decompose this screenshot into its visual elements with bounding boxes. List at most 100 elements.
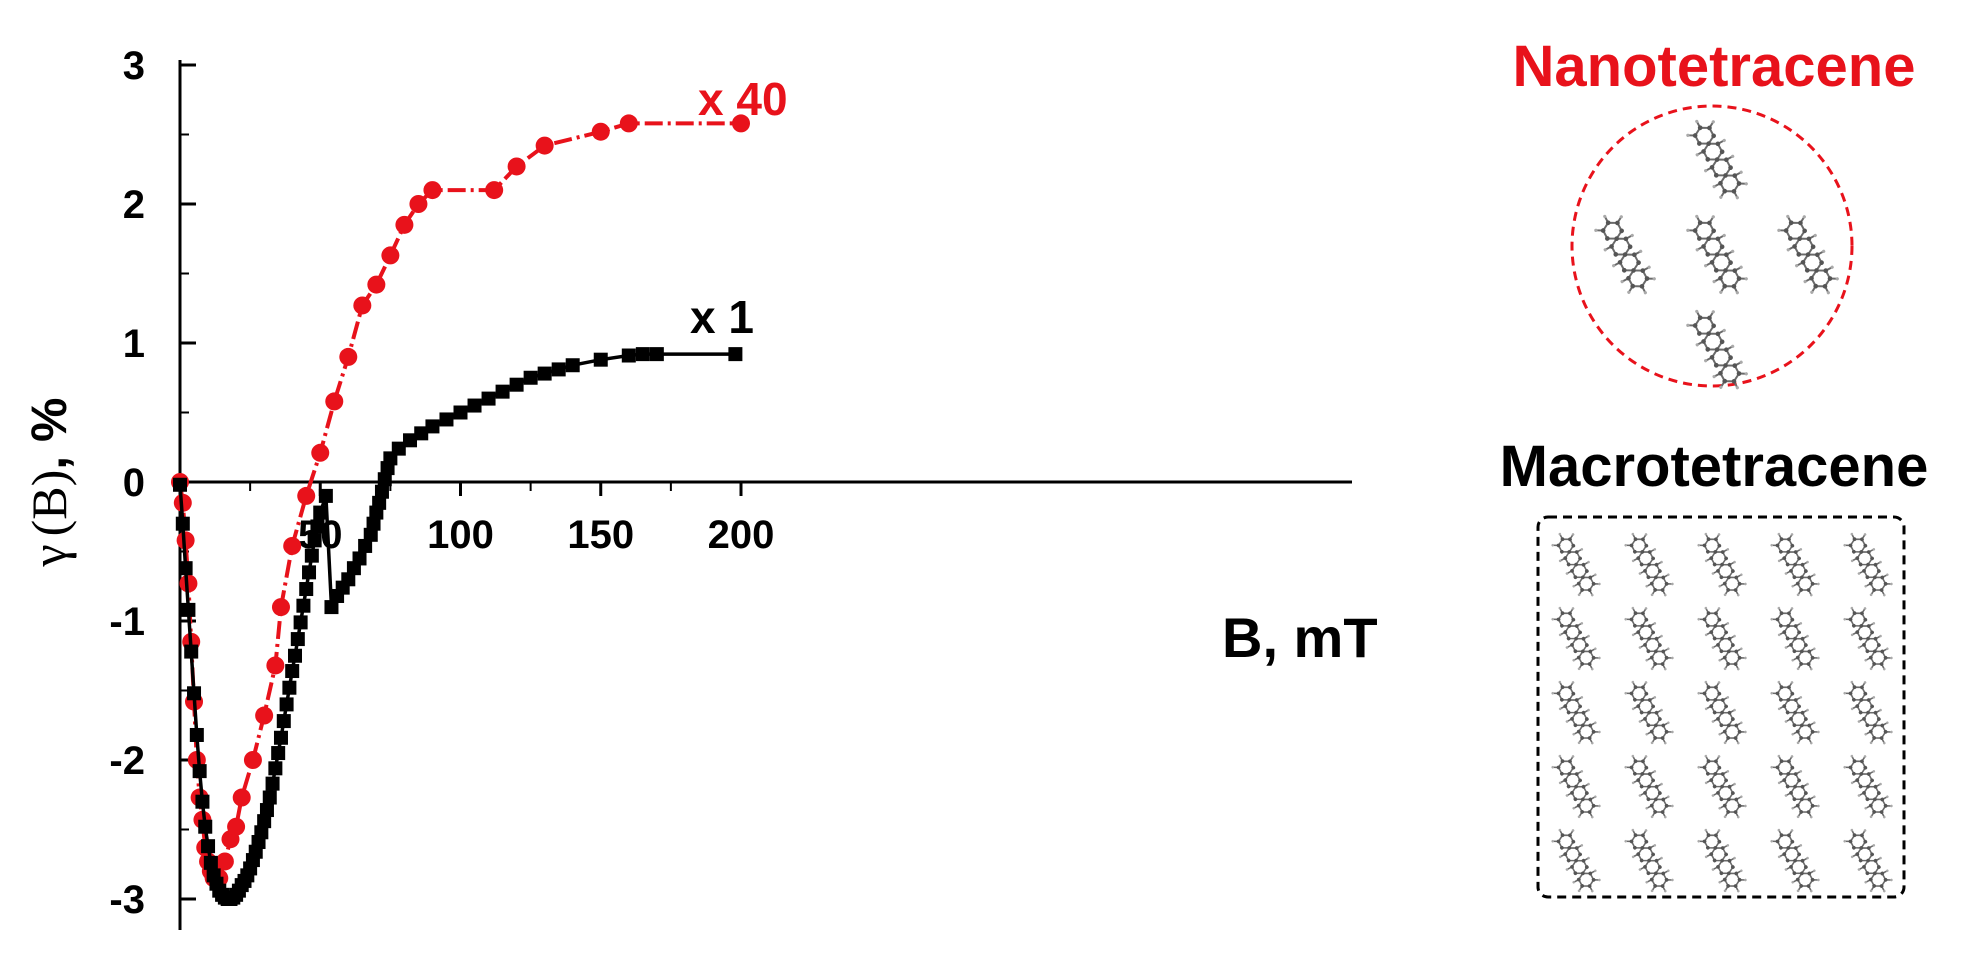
y-tick-label: 1	[123, 322, 145, 366]
plot-area: -3-2-1012350100150200	[109, 44, 1352, 930]
data-point-macrotetracene	[203, 855, 218, 870]
data-point-macrotetracene	[439, 412, 454, 427]
data-point-nanotetracene	[271, 598, 290, 617]
data-point-macrotetracene	[268, 761, 283, 776]
data-point-nanotetracene	[179, 574, 198, 593]
data-point-macrotetracene	[391, 441, 406, 456]
data-point-nanotetracene	[409, 195, 428, 213]
data-point-macrotetracene	[192, 764, 207, 779]
data-point-macrotetracene	[425, 419, 440, 434]
series-annotation-macro: x 1	[690, 291, 754, 343]
data-point-nanotetracene	[266, 656, 285, 675]
tetracene-molecule-icon	[1546, 599, 1606, 678]
y-axis-title-variable: (B)	[21, 470, 77, 537]
data-point-macrotetracene	[181, 602, 196, 617]
svg-text:γ(B), %: γ (B), %	[21, 397, 77, 567]
data-point-macrotetracene	[377, 472, 392, 487]
data-point-macrotetracene	[293, 615, 308, 630]
data-point-macrotetracene	[403, 433, 418, 448]
tetracene-molecule-icon	[1838, 673, 1898, 752]
data-point-macrotetracene	[414, 426, 429, 441]
data-point-macrotetracene	[467, 398, 482, 413]
data-point-macrotetracene	[372, 495, 387, 510]
series-annotation-nano: x 40	[698, 73, 788, 125]
data-point-macrotetracene	[363, 527, 378, 542]
tetracene-molecule-icon	[1619, 821, 1679, 900]
data-point-macrotetracene	[290, 632, 305, 647]
data-point-nanotetracene	[325, 392, 344, 411]
data-point-nanotetracene	[297, 486, 316, 505]
data-point-macrotetracene	[366, 516, 381, 531]
y-tick-label: 3	[123, 44, 145, 88]
data-point-nanotetracene	[283, 536, 302, 555]
data-point-nanotetracene	[381, 246, 400, 265]
y-tick-label: -2	[109, 739, 145, 783]
data-point-macrotetracene	[285, 664, 300, 679]
data-point-nanotetracene	[591, 122, 610, 141]
data-point-macrotetracene	[341, 572, 356, 587]
tetracene-molecule-icon	[1619, 599, 1679, 678]
x-tick-label: 100	[427, 513, 494, 557]
axes	[178, 60, 1352, 930]
tetracene-molecule-icon	[1765, 525, 1825, 604]
data-point-macrotetracene	[649, 347, 664, 362]
data-point-macrotetracene	[635, 347, 650, 362]
x-tick-label: 200	[708, 513, 775, 557]
tetracene-molecule-icon	[1546, 673, 1606, 752]
data-point-nanotetracene	[232, 788, 251, 807]
tetracene-molecule-icon	[1692, 747, 1752, 826]
data-point-macrotetracene	[265, 776, 280, 791]
tetracene-molecule-icon	[1692, 525, 1752, 604]
data-point-macrotetracene	[296, 598, 311, 613]
data-point-macrotetracene	[551, 362, 566, 377]
tetracene-molecule-icon	[1771, 206, 1846, 304]
data-point-macrotetracene	[198, 819, 213, 834]
series-layer	[171, 114, 750, 906]
data-point-macrotetracene	[187, 686, 202, 701]
y-tick-label: 0	[123, 461, 145, 505]
y-tick-label: -3	[109, 878, 145, 922]
data-point-macrotetracene	[184, 644, 199, 659]
data-point-macrotetracene	[288, 648, 303, 663]
data-point-nanotetracene	[255, 706, 274, 725]
data-point-macrotetracene	[201, 839, 216, 854]
tetracene-molecule-icon	[1692, 821, 1752, 900]
data-point-macrotetracene	[537, 366, 552, 381]
data-point-macrotetracene	[189, 727, 204, 742]
data-point-macrotetracene	[374, 484, 389, 499]
tetracene-molecule-icon	[1838, 599, 1898, 678]
data-point-macrotetracene	[565, 358, 580, 373]
series-line-nanotetracene	[178, 121, 741, 881]
tetracene-molecule-icon	[1680, 206, 1755, 304]
data-point-nanotetracene	[353, 296, 372, 315]
tetracene-molecule-icon	[1765, 673, 1825, 752]
tetracene-molecule-icon	[1765, 599, 1825, 678]
data-point-macrotetracene	[271, 746, 286, 761]
y-tick-label: 2	[123, 183, 145, 227]
tetracene-molecule-icon	[1838, 821, 1898, 900]
data-point-macrotetracene	[621, 348, 636, 363]
data-point-macrotetracene	[262, 790, 277, 805]
macrotetracene-panel: Macrotetracene	[1500, 434, 1928, 900]
tetracene-molecule-icon	[1546, 821, 1606, 900]
y-axis-title-unit: , %	[21, 397, 77, 469]
y-axis-title: γ (B), %	[21, 397, 77, 567]
data-point-macrotetracene	[195, 794, 210, 809]
data-point-macrotetracene	[254, 825, 269, 840]
data-point-macrotetracene	[318, 488, 333, 503]
data-point-macrotetracene	[273, 730, 288, 745]
data-point-macrotetracene	[173, 477, 187, 492]
data-point-nanotetracene	[311, 443, 330, 462]
molecule-grid	[1546, 525, 1898, 900]
tetracene-molecule-icon	[1765, 747, 1825, 826]
data-point-macrotetracene	[175, 516, 190, 531]
tetracene-molecule-icon	[1838, 747, 1898, 826]
data-point-nanotetracene	[507, 157, 526, 176]
tetracene-molecule-icon	[1765, 821, 1825, 900]
data-point-nanotetracene	[367, 275, 386, 294]
data-point-macrotetracene	[276, 714, 291, 729]
data-point-macrotetracene	[310, 519, 325, 534]
tetracene-molecule-icon	[1588, 206, 1663, 304]
x-tick-label: 150	[567, 513, 634, 557]
